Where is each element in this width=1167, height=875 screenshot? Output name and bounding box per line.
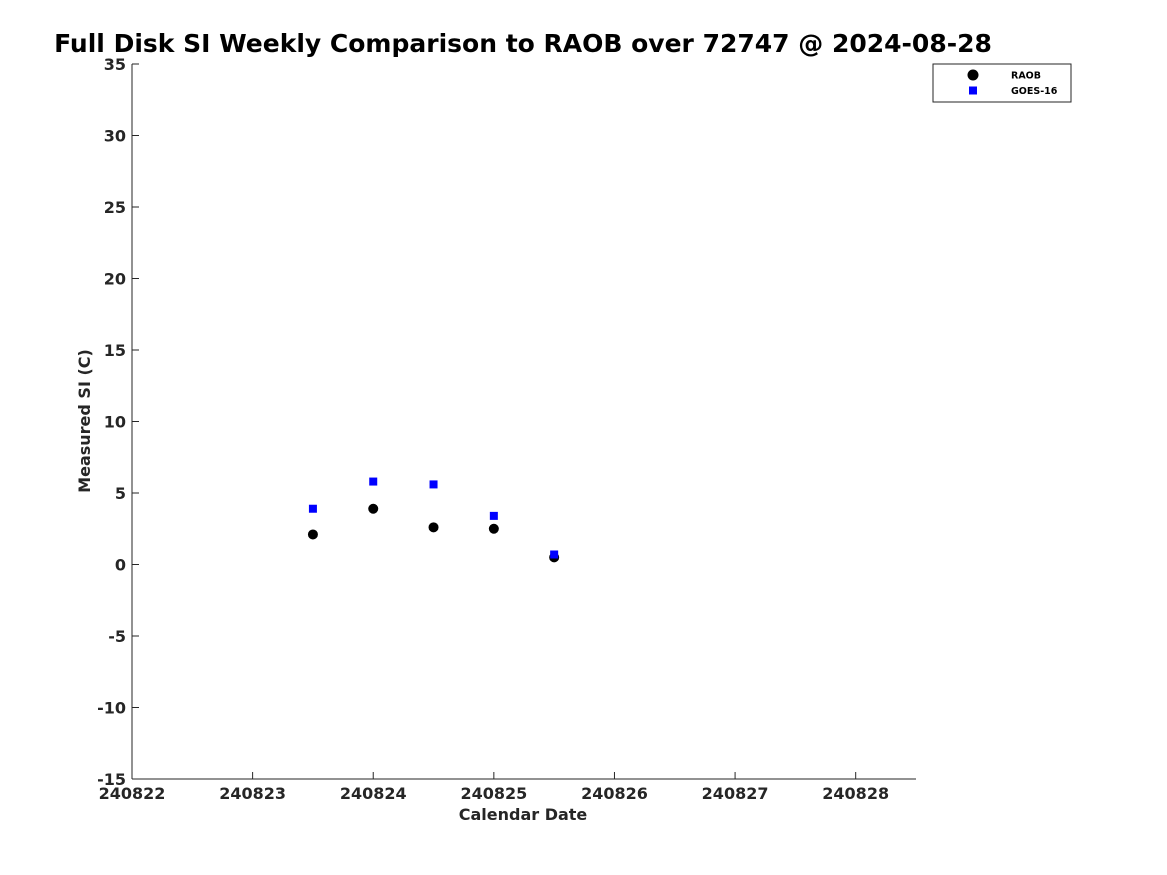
- point-goes16: [429, 480, 438, 489]
- y-tick-label: 15: [104, 341, 126, 360]
- legend-box: [932, 63, 1072, 103]
- legend-label-raob: RAOB: [1011, 71, 1041, 82]
- data-marks: [307, 477, 560, 563]
- point-goes16: [489, 511, 498, 520]
- point-raob: [307, 529, 318, 540]
- y-tick-label: 35: [104, 55, 126, 74]
- point-raob: [488, 523, 499, 534]
- legend: RAOB GOES-16: [932, 63, 1072, 103]
- x-tick-label: 240823: [219, 784, 286, 803]
- y-tick-label: 5: [115, 484, 126, 503]
- x-tick-label: 240827: [702, 784, 769, 803]
- y-tick-label: -5: [108, 627, 126, 646]
- x-axis-label: Calendar Date: [459, 805, 588, 824]
- y-tick-label: 25: [104, 198, 126, 217]
- y-tick-label: 0: [115, 556, 126, 575]
- y-tick-label: 10: [104, 413, 126, 432]
- x-tick-label: 240825: [460, 784, 527, 803]
- y-tick-label: 20: [104, 270, 126, 289]
- legend-label-goes16: GOES-16: [1011, 86, 1058, 97]
- y-tick-label: -10: [97, 699, 126, 718]
- x-ticks: 240822 240823 240824 240825 240826 240827 2408…: [99, 772, 889, 803]
- point-goes16: [369, 477, 378, 486]
- x-tick-label: 240826: [581, 784, 648, 803]
- point-goes16: [550, 550, 559, 559]
- x-tick-label: 240828: [822, 784, 889, 803]
- y-tick-label: -15: [97, 770, 126, 789]
- legend-marker-raob: [967, 69, 979, 81]
- y-tick-label: 30: [104, 127, 126, 146]
- x-tick-label: 240822: [99, 784, 166, 803]
- point-goes16: [308, 504, 317, 513]
- chart-title: Full Disk SI Weekly Comparison to RAOB o…: [54, 29, 992, 58]
- point-raob: [428, 522, 439, 533]
- legend-marker-goes16: [969, 86, 977, 95]
- point-raob: [368, 503, 379, 514]
- plot-area: [131, 64, 916, 780]
- x-tick-label: 240824: [340, 784, 407, 803]
- y-ticks: 35 30 25 20 15 10 5 0 -5 -10 -15: [97, 55, 139, 789]
- y-axis-label: Measured SI (C): [75, 349, 94, 493]
